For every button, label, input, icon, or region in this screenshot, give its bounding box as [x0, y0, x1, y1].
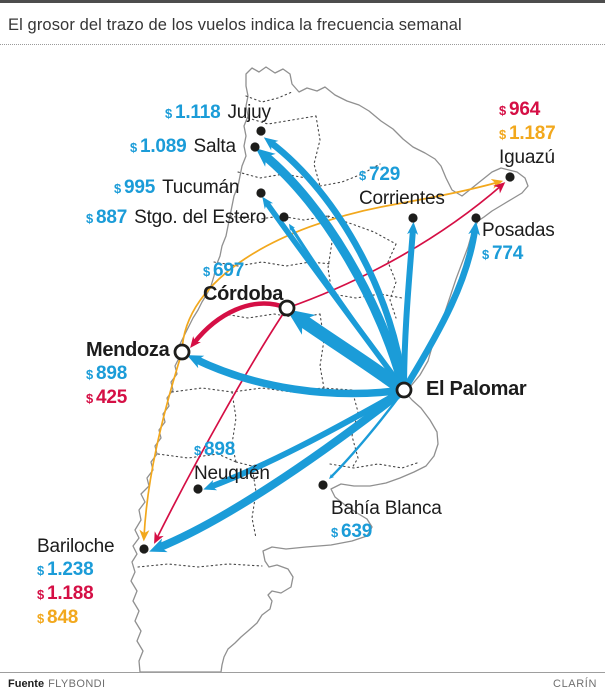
province-border-2	[313, 115, 321, 187]
route-cordoba-mendoza	[190, 301, 288, 348]
source: Fuente FLYBONDI	[8, 678, 105, 690]
route-elpalomar-neuquen	[203, 387, 406, 491]
city-marker-salta	[250, 142, 260, 152]
province-border-0	[245, 91, 293, 103]
source-name: FLYBONDI	[48, 678, 106, 690]
route-elpalomar-posadas	[401, 221, 481, 392]
province-border-13	[171, 387, 353, 393]
route-mendoza-iguazu	[181, 179, 504, 353]
route-elpalomar-jujuy	[263, 137, 408, 391]
city-marker-mendoza	[173, 343, 191, 361]
credit: CLARÍN	[553, 678, 597, 690]
route-cordoba-bariloche	[154, 307, 288, 544]
footer: Fuente FLYBONDI CLARÍN	[0, 672, 605, 695]
route-cordoba-iguazu	[286, 182, 506, 309]
city-marker-corrientes	[408, 213, 418, 223]
city-marker-elpalomar	[395, 381, 413, 399]
province-border-19	[329, 461, 421, 469]
source-label: Fuente	[8, 678, 45, 690]
route-elpalomar-stgo	[288, 223, 406, 391]
province-border-1	[247, 115, 317, 125]
city-marker-neuquen	[193, 484, 203, 494]
route-elpalomar-cordoba	[286, 309, 408, 396]
route-elpalomar-salta	[255, 148, 409, 392]
argentina-outline	[130, 66, 529, 673]
city-marker-bariloche	[139, 544, 149, 554]
route-elpalomar-bariloche	[149, 386, 407, 553]
province-border-7	[327, 215, 333, 295]
province-border-14	[351, 389, 359, 469]
city-marker-tucuman	[256, 188, 266, 198]
city-marker-jujuy	[256, 126, 266, 136]
header: El grosor del trazo de los vuelos indica…	[0, 0, 605, 45]
province-border-16	[157, 453, 237, 463]
city-marker-iguazu	[505, 172, 515, 182]
province-border-4	[319, 163, 381, 187]
route-elpalomar-corrientes	[401, 221, 419, 391]
route-mendoza-bariloche	[139, 351, 183, 542]
route-elpalomar-bahia	[328, 389, 405, 480]
page-title: El grosor del trazo de los vuelos indica…	[8, 16, 462, 34]
city-markers-layer	[139, 126, 515, 554]
city-marker-cordoba	[278, 299, 296, 317]
province-border-12	[387, 243, 397, 319]
route-elpalomar-mendoza	[186, 355, 405, 398]
city-marker-posadas	[471, 213, 481, 223]
city-marker-bahia	[318, 480, 328, 490]
province-border-6	[327, 215, 397, 245]
routes-layer	[139, 137, 506, 553]
province-border-20	[137, 563, 263, 568]
city-marker-stgo	[279, 212, 289, 222]
